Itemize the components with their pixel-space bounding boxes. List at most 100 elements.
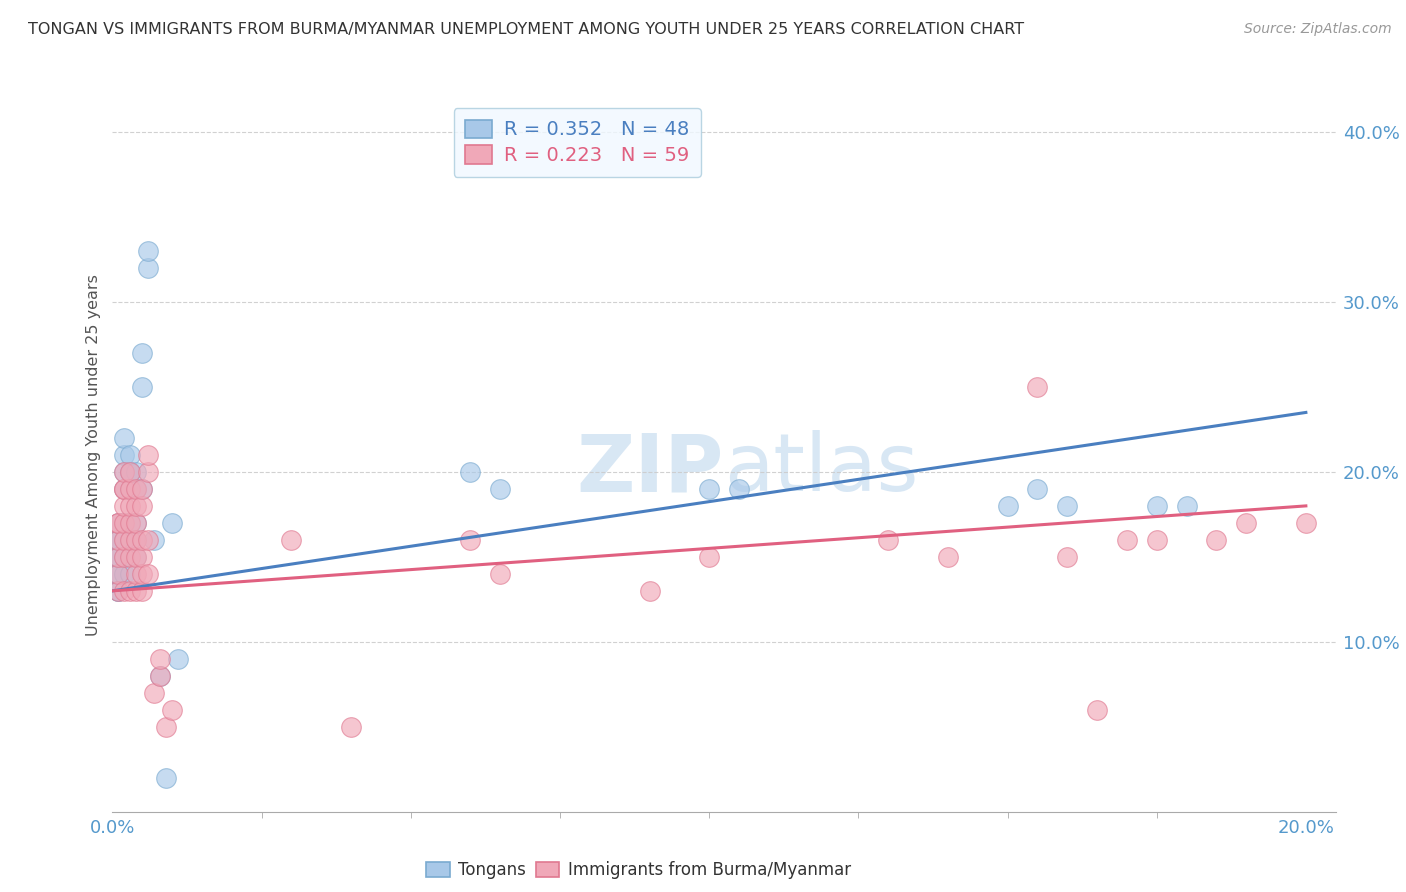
Immigrants from Burma/Myanmar — [125, 482, 148, 496]
Immigrants from Burma/Myanmar — [112, 583, 135, 598]
Tongans — [112, 465, 135, 479]
Immigrants from Burma/Myanmar — [638, 583, 661, 598]
Tongans — [107, 533, 129, 547]
Immigrants from Burma/Myanmar — [112, 516, 135, 530]
Immigrants from Burma/Myanmar — [112, 482, 135, 496]
Tongans — [155, 771, 177, 785]
Legend: Tongans, Immigrants from Burma/Myanmar: Tongans, Immigrants from Burma/Myanmar — [419, 855, 858, 886]
Immigrants from Burma/Myanmar — [160, 703, 183, 717]
Text: Source: ZipAtlas.com: Source: ZipAtlas.com — [1244, 22, 1392, 37]
Immigrants from Burma/Myanmar — [125, 549, 148, 564]
Tongans — [125, 533, 148, 547]
Immigrants from Burma/Myanmar — [280, 533, 302, 547]
Immigrants from Burma/Myanmar — [125, 516, 148, 530]
Immigrants from Burma/Myanmar — [131, 549, 153, 564]
Immigrants from Burma/Myanmar — [136, 448, 159, 462]
Immigrants from Burma/Myanmar — [1115, 533, 1137, 547]
Immigrants from Burma/Myanmar — [340, 720, 363, 734]
Tongans — [160, 516, 183, 530]
Immigrants from Burma/Myanmar — [107, 566, 129, 581]
Immigrants from Burma/Myanmar — [136, 533, 159, 547]
Text: ZIP: ZIP — [576, 430, 724, 508]
Tongans — [1175, 499, 1198, 513]
Immigrants from Burma/Myanmar — [131, 533, 153, 547]
Immigrants from Burma/Myanmar — [936, 549, 959, 564]
Tongans — [143, 533, 166, 547]
Tongans — [107, 566, 129, 581]
Immigrants from Burma/Myanmar — [149, 669, 172, 683]
Tongans — [125, 549, 148, 564]
Tongans — [107, 533, 129, 547]
Immigrants from Burma/Myanmar — [125, 499, 148, 513]
Tongans — [107, 516, 129, 530]
Tongans — [112, 482, 135, 496]
Text: atlas: atlas — [724, 430, 918, 508]
Immigrants from Burma/Myanmar — [1085, 703, 1108, 717]
Tongans — [112, 448, 135, 462]
Immigrants from Burma/Myanmar — [107, 583, 129, 598]
Immigrants from Burma/Myanmar — [107, 516, 129, 530]
Tongans — [997, 499, 1019, 513]
Immigrants from Burma/Myanmar — [131, 566, 153, 581]
Immigrants from Burma/Myanmar — [1295, 516, 1317, 530]
Immigrants from Burma/Myanmar — [136, 465, 159, 479]
Immigrants from Burma/Myanmar — [120, 583, 142, 598]
Tongans — [112, 516, 135, 530]
Immigrants from Burma/Myanmar — [107, 533, 129, 547]
Immigrants from Burma/Myanmar — [877, 533, 900, 547]
Tongans — [120, 482, 142, 496]
Tongans — [120, 448, 142, 462]
Immigrants from Burma/Myanmar — [131, 499, 153, 513]
Immigrants from Burma/Myanmar — [120, 533, 142, 547]
Tongans — [120, 465, 142, 479]
Tongans — [131, 346, 153, 360]
Immigrants from Burma/Myanmar — [1026, 380, 1049, 394]
Immigrants from Burma/Myanmar — [125, 566, 148, 581]
Immigrants from Burma/Myanmar — [1146, 533, 1168, 547]
Y-axis label: Unemployment Among Youth under 25 years: Unemployment Among Youth under 25 years — [86, 274, 101, 636]
Immigrants from Burma/Myanmar — [120, 499, 142, 513]
Tongans — [131, 482, 153, 496]
Immigrants from Burma/Myanmar — [155, 720, 177, 734]
Immigrants from Burma/Myanmar — [112, 482, 135, 496]
Immigrants from Burma/Myanmar — [112, 533, 135, 547]
Tongans — [107, 549, 129, 564]
Immigrants from Burma/Myanmar — [120, 549, 142, 564]
Tongans — [728, 482, 751, 496]
Tongans — [112, 533, 135, 547]
Tongans — [112, 549, 135, 564]
Tongans — [149, 669, 172, 683]
Tongans — [120, 533, 142, 547]
Immigrants from Burma/Myanmar — [460, 533, 482, 547]
Tongans — [136, 244, 159, 258]
Immigrants from Burma/Myanmar — [143, 686, 166, 700]
Tongans — [125, 516, 148, 530]
Immigrants from Burma/Myanmar — [149, 652, 172, 666]
Immigrants from Burma/Myanmar — [107, 516, 129, 530]
Immigrants from Burma/Myanmar — [697, 549, 720, 564]
Tongans — [125, 482, 148, 496]
Tongans — [112, 566, 135, 581]
Immigrants from Burma/Myanmar — [112, 499, 135, 513]
Tongans — [1026, 482, 1049, 496]
Immigrants from Burma/Myanmar — [1056, 549, 1078, 564]
Immigrants from Burma/Myanmar — [131, 583, 153, 598]
Immigrants from Burma/Myanmar — [120, 482, 142, 496]
Immigrants from Burma/Myanmar — [1234, 516, 1257, 530]
Text: TONGAN VS IMMIGRANTS FROM BURMA/MYANMAR UNEMPLOYMENT AMONG YOUTH UNDER 25 YEARS : TONGAN VS IMMIGRANTS FROM BURMA/MYANMAR … — [28, 22, 1024, 37]
Tongans — [107, 583, 129, 598]
Tongans — [107, 583, 129, 598]
Tongans — [120, 516, 142, 530]
Tongans — [697, 482, 720, 496]
Tongans — [120, 566, 142, 581]
Tongans — [1056, 499, 1078, 513]
Tongans — [125, 465, 148, 479]
Immigrants from Burma/Myanmar — [112, 549, 135, 564]
Immigrants from Burma/Myanmar — [489, 566, 512, 581]
Immigrants from Burma/Myanmar — [120, 465, 142, 479]
Tongans — [107, 566, 129, 581]
Immigrants from Burma/Myanmar — [131, 482, 153, 496]
Immigrants from Burma/Myanmar — [136, 566, 159, 581]
Immigrants from Burma/Myanmar — [112, 465, 135, 479]
Immigrants from Burma/Myanmar — [1205, 533, 1227, 547]
